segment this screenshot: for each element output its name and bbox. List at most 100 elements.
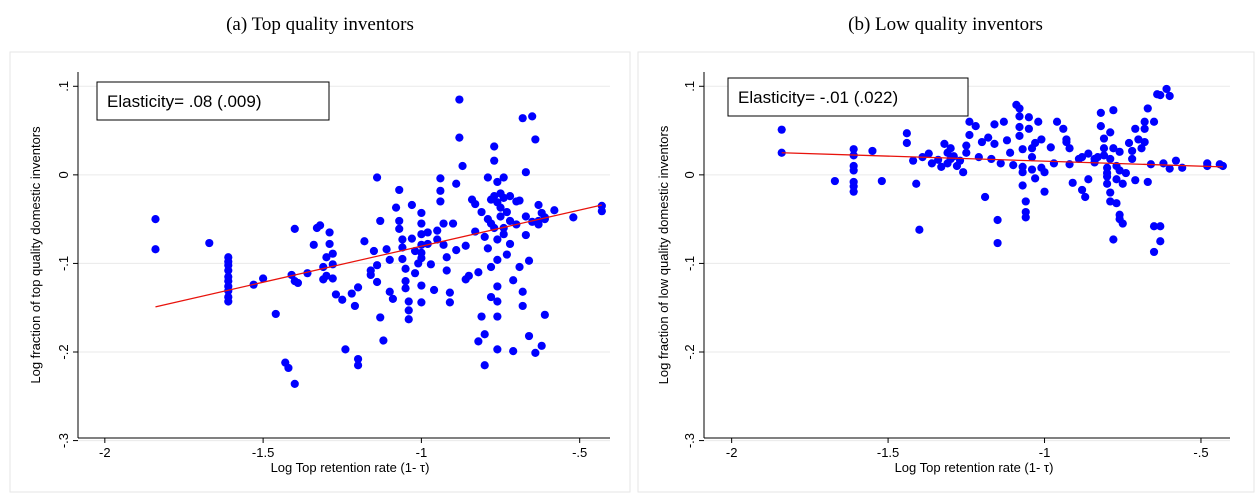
data-point	[376, 313, 385, 322]
data-point	[1059, 124, 1068, 133]
data-point	[1103, 179, 1112, 188]
data-point	[1149, 117, 1159, 126]
data-point	[388, 294, 398, 303]
data-point	[477, 312, 486, 321]
data-point	[1018, 181, 1027, 190]
data-point	[1159, 159, 1168, 168]
data-point	[325, 228, 334, 237]
x-tick-label: -1.5	[252, 445, 274, 460]
data-point	[1112, 199, 1121, 208]
data-point	[996, 159, 1005, 168]
data-point	[1052, 117, 1062, 126]
data-point	[505, 192, 515, 201]
data-point	[474, 337, 483, 346]
data-point	[999, 117, 1008, 126]
chart-caption: (b) Low quality inventors	[848, 14, 1043, 35]
data-point	[433, 226, 442, 235]
data-point	[924, 149, 933, 158]
data-point	[1109, 106, 1118, 115]
data-point	[518, 301, 527, 311]
data-point	[518, 287, 527, 296]
data-point	[509, 347, 518, 356]
data-point	[347, 289, 356, 298]
data-point	[417, 208, 426, 218]
data-point	[915, 225, 924, 234]
data-point	[1065, 144, 1074, 153]
data-point	[372, 173, 382, 182]
data-point	[1077, 153, 1087, 162]
data-point	[1015, 104, 1024, 113]
data-point	[442, 253, 451, 262]
data-point	[410, 246, 420, 256]
data-point	[505, 239, 515, 249]
data-point	[849, 187, 858, 196]
y-tick-label: -.3	[56, 433, 71, 448]
data-point	[1137, 144, 1146, 153]
fit-line	[781, 152, 1223, 168]
y-tick-label: -.1	[56, 256, 71, 271]
data-point	[1165, 91, 1174, 101]
data-point	[521, 212, 530, 221]
data-point	[290, 379, 299, 388]
fit-line	[155, 204, 602, 308]
data-point	[1149, 222, 1159, 231]
data-point	[395, 224, 404, 233]
x-axis-title: Log Top retention rate (1- τ)	[271, 460, 430, 475]
data-point	[1140, 124, 1149, 133]
data-point	[962, 141, 971, 150]
x-axis-title: Log Top retention rate (1- τ)	[895, 460, 1054, 475]
data-point	[1096, 108, 1105, 117]
data-point	[205, 238, 214, 248]
data-point	[271, 309, 280, 319]
elasticity-box	[727, 77, 969, 117]
data-point	[1027, 165, 1037, 174]
data-point	[483, 244, 492, 253]
data-point	[1096, 122, 1105, 131]
data-point	[1128, 146, 1137, 156]
data-point	[505, 216, 515, 226]
x-tick-label: -2	[99, 445, 111, 460]
data-point	[515, 262, 524, 272]
chart-caption: (a) Top quality inventors	[226, 14, 414, 35]
data-point	[1031, 138, 1040, 148]
data-point	[1131, 176, 1140, 185]
data-point	[350, 301, 360, 311]
data-point	[1124, 138, 1134, 148]
data-point	[1021, 197, 1030, 206]
data-point	[980, 192, 990, 202]
data-point	[325, 239, 334, 249]
elasticity-box	[96, 81, 330, 121]
data-point	[1099, 151, 1109, 160]
data-point	[1024, 113, 1033, 122]
data-point	[534, 220, 543, 229]
data-point	[395, 216, 404, 226]
scatter-chart-b: .1 0 -.1 -.2 -.3 -2 -1.5 -1 -.5 Log Top retention…	[637, 51, 1255, 493]
data-point	[464, 271, 473, 280]
data-point	[1018, 145, 1027, 154]
data-point	[1015, 112, 1024, 121]
data-point	[341, 345, 350, 354]
chart-frame	[637, 51, 1255, 493]
data-point	[1109, 235, 1118, 244]
data-point	[990, 139, 999, 148]
data-point	[528, 112, 537, 121]
data-point	[259, 274, 268, 283]
data-point	[1162, 84, 1171, 94]
data-point	[395, 185, 404, 195]
data-point	[550, 206, 559, 215]
data-point	[493, 312, 502, 321]
data-point	[993, 215, 1002, 225]
data-point	[353, 354, 363, 364]
data-point	[474, 268, 483, 277]
data-point	[849, 166, 858, 175]
data-point	[309, 240, 318, 249]
data-point	[391, 203, 401, 212]
data-point	[499, 173, 508, 182]
data-point	[909, 156, 918, 165]
x-tick-label: -.5	[572, 445, 587, 460]
y-tick-label: .1	[56, 81, 71, 92]
data-point	[1093, 153, 1102, 162]
data-point	[353, 283, 363, 292]
data-point	[480, 330, 489, 339]
data-point	[1140, 117, 1149, 126]
